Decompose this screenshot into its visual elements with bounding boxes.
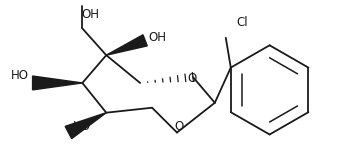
Polygon shape: [106, 35, 147, 55]
Text: O: O: [174, 120, 183, 133]
Text: OH: OH: [148, 31, 166, 44]
Polygon shape: [65, 113, 106, 139]
Text: O: O: [187, 73, 196, 86]
Text: Cl: Cl: [236, 16, 248, 29]
Text: OH: OH: [81, 8, 99, 21]
Text: HO: HO: [72, 120, 90, 133]
Text: HO: HO: [11, 69, 29, 82]
Polygon shape: [32, 76, 83, 90]
